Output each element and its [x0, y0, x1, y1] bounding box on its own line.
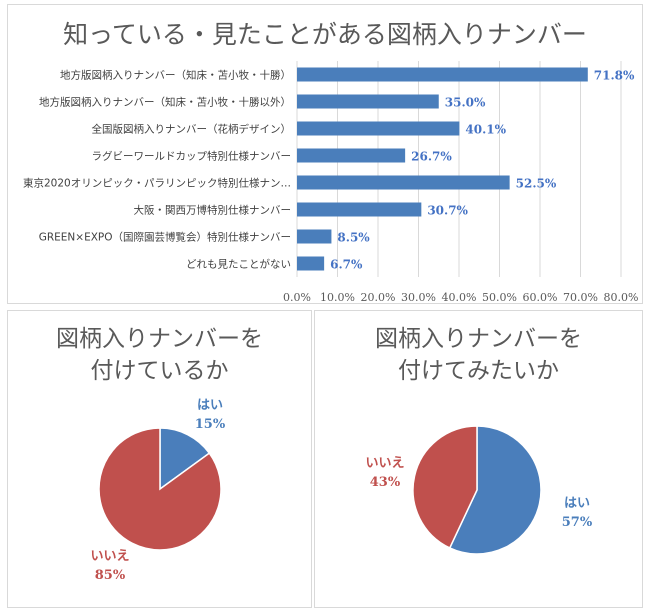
pie-slice [98, 427, 222, 551]
pie-slice-percent-label: 85% [95, 568, 126, 583]
pie-chart-svg-wearing: はい 15% いいえ 85% [90, 398, 226, 583]
pie-slice [412, 425, 478, 549]
x-tick-label: 70.0% [563, 291, 598, 304]
bar [297, 229, 332, 244]
bar-value-label: 35.0% [445, 96, 486, 110]
bar [297, 148, 406, 163]
pie-chart-title-wearing: 図柄入りナンバーを 付けているか [8, 323, 311, 387]
category-label: 大阪・関西万博特別仕様ナンバー [134, 204, 292, 217]
x-tick-label: 40.0% [442, 291, 477, 304]
pie-slice [159, 427, 211, 491]
category-label: 地方版図柄入りナンバー（知床・苫小牧・十勝以外） [39, 96, 291, 109]
pie-slice-percent-label: 43% [370, 475, 401, 490]
x-tick-label: 20.0% [361, 291, 396, 304]
pie-title-line: 図柄入りナンバーを [375, 326, 582, 352]
x-tick-label: 0.0% [283, 291, 311, 304]
bar [297, 121, 460, 136]
bar [297, 94, 439, 109]
pie-slice-percent-label: 57% [562, 515, 593, 530]
category-label: ラグビーワールドカップ特別仕様ナンバー [92, 150, 292, 163]
pie-chart-svg-want: はい 57% いいえ 43% [365, 425, 593, 555]
bar-value-label: 6.7% [330, 258, 363, 272]
x-tick-label: 60.0% [523, 291, 558, 304]
bar-chart-svg: 0.0% 10.0% 20.0% 30.0% 40.0% 50.0% 60.0% 70.0% 8… [23, 61, 639, 304]
x-tick-label: 10.0% [320, 291, 355, 304]
bar [297, 67, 588, 82]
bar-chart-panel: 知っている・見たことがある図柄入りナンバー 0.0% 10.0% 20.0% 30.0… [7, 4, 643, 304]
pie-slice-name-label: いいえ [90, 549, 129, 564]
bar-value-label: 52.5% [516, 177, 557, 191]
pie-chart-panel-want: 図柄入りナンバーを 付けてみたいか はい 57% いいえ 43% [314, 310, 643, 608]
bar-value-label: 8.5% [337, 231, 370, 245]
bar [297, 175, 510, 190]
pie-slice-name-label: はい [564, 496, 590, 511]
bar-value-label: 26.7% [411, 150, 452, 164]
pie-slice-percent-label: 15% [195, 417, 226, 432]
pie-title-line: 図柄入りナンバーを [56, 326, 263, 352]
pie-title-line: 付けてみたいか [398, 358, 559, 384]
pie-chart-title-want: 図柄入りナンバーを 付けてみたいか [315, 323, 642, 387]
bar-value-label: 71.8% [594, 69, 635, 83]
x-tick-label: 50.0% [482, 291, 517, 304]
bar-value-label: 30.7% [427, 204, 468, 218]
category-label: 東京2020オリンピック・パラリンピック特別仕様ナン… [23, 177, 291, 190]
bar [297, 202, 422, 217]
category-label: 地方版図柄入りナンバー（知床・苫小牧・十勝） [60, 69, 291, 82]
pie-slice [448, 425, 542, 555]
category-label: 全国版図柄入りナンバー（花柄デザイン） [92, 123, 292, 136]
pie-slice-name-label: はい [197, 398, 223, 413]
x-tick-label: 80.0% [604, 291, 639, 304]
pie-chart-panel-wearing: 図柄入りナンバーを 付けているか はい 15% いいえ 85% [7, 310, 312, 608]
pie-title-line: 付けているか [90, 358, 229, 384]
bar [297, 256, 325, 271]
bar-chart-title: 知っている・見たことがある図柄入りナンバー [63, 20, 587, 49]
bar-value-label: 40.1% [465, 123, 506, 137]
x-tick-label: 30.0% [401, 291, 436, 304]
pie-slice-name-label: いいえ [365, 456, 404, 471]
category-label: どれも見たことがない [186, 258, 291, 271]
category-label: GREEN×EXPO（国際園芸博覧会）特別仕様ナンバー [39, 231, 291, 244]
